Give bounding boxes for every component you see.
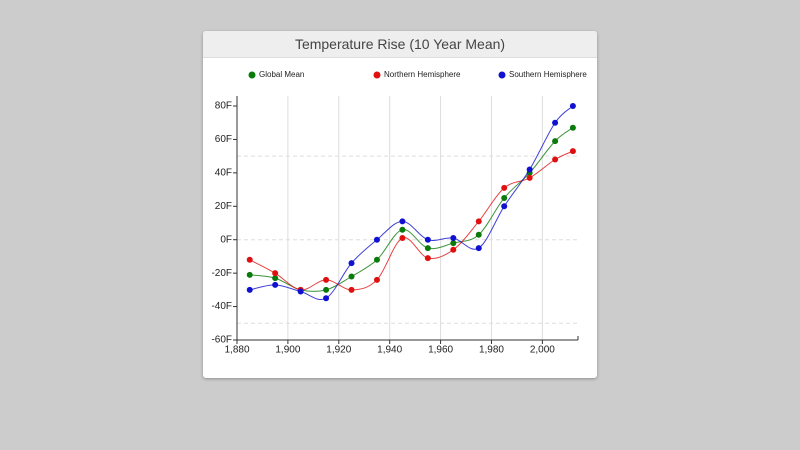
data-point [424,255,431,262]
series-line [249,150,574,291]
data-point [297,288,304,295]
data-point [272,275,279,282]
data-point [399,226,406,233]
data-point [246,256,253,263]
chart-title: Temperature Rise (10 Year Mean) [203,31,597,58]
data-point [552,138,559,145]
data-point [569,103,576,110]
data-point [373,276,380,283]
data-point [246,286,253,293]
y-tick-label: 40F [215,168,232,179]
data-point [450,246,457,253]
data-point [272,270,279,277]
y-tick-label: 80F [215,101,232,112]
x-tick-label: 2,000 [530,345,555,356]
x-tick-label: 1,900 [275,345,300,356]
x-tick-label: 1,960 [428,345,453,356]
data-point [246,271,253,278]
y-tick-label: -40F [211,301,232,312]
data-point [450,240,457,247]
data-point [475,245,482,252]
data-point [399,218,406,225]
y-tick-label: 60F [215,134,232,145]
legend-label: Northern Hemisphere [384,70,461,79]
data-point [475,218,482,225]
legend-marker [373,71,381,79]
data-point [526,174,533,181]
y-tick-label: -60F [211,335,232,346]
series-line [249,127,574,292]
data-point [348,286,355,293]
legend-marker [248,71,256,79]
data-point [323,295,330,302]
data-point [475,231,482,238]
data-point [399,235,406,242]
data-point [569,124,576,131]
data-point [323,286,330,293]
data-point [348,260,355,267]
data-point [323,276,330,283]
x-tick-label: 1,940 [377,345,402,356]
data-point [272,281,279,288]
data-point [501,184,508,191]
data-point [501,203,508,210]
legend-label: Southern Hemisphere [509,70,587,79]
y-tick-label: 20F [215,201,232,212]
y-tick-label: -20F [211,268,232,279]
data-point [552,119,559,126]
data-point [526,166,533,173]
x-tick-label: 1,920 [326,345,351,356]
data-point [450,235,457,242]
data-point [348,273,355,280]
chart-card: Temperature Rise (10 Year Mean) [203,31,597,378]
data-point [424,245,431,252]
data-point [424,236,431,243]
data-point [552,156,559,163]
data-point [569,148,576,155]
legend-label: Global Mean [259,70,304,79]
x-tick-label: 1,980 [479,345,504,356]
x-tick-label: 1,880 [224,345,249,356]
y-tick-label: 0F [220,234,232,245]
series-line [249,105,574,300]
data-point [373,236,380,243]
legend-marker [498,71,506,79]
data-point [373,256,380,263]
data-point [501,194,508,201]
